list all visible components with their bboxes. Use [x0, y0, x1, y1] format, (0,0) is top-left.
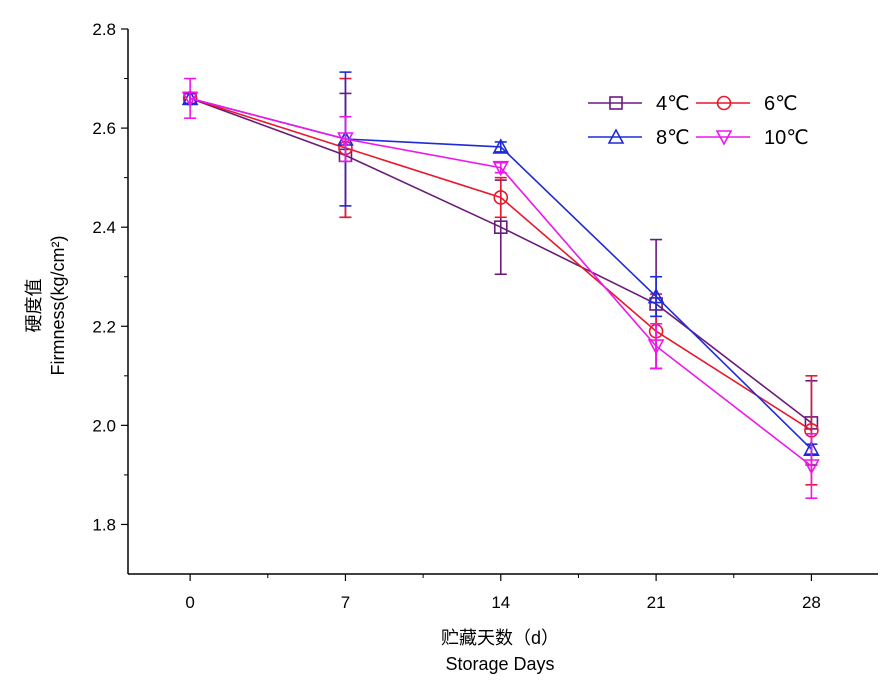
y-tick-label: 2.2: [92, 317, 116, 336]
legend-label: 8℃: [656, 127, 690, 149]
legend-item: 6℃: [696, 93, 798, 115]
data-point: [492, 138, 510, 154]
x-tick-label: 0: [185, 593, 194, 612]
data-point: [492, 160, 510, 177]
y-axis-title: Firmness(kg/cm²): [48, 236, 68, 376]
axes: 1.8 2.0 2.2 2.4 2.6 2.8 0 7 14 21 28 贮藏天数（d） Storage…: [24, 20, 878, 674]
series-layer: [181, 71, 820, 499]
data-point: [493, 190, 509, 205]
legend-marker: [607, 128, 625, 144]
data-point: [803, 459, 820, 475]
y-tick-label: 1.8: [92, 515, 116, 534]
data-point: [181, 91, 199, 108]
legend-item: 4℃: [588, 93, 690, 115]
y-tick-label: 2.8: [92, 20, 116, 39]
y-tick-label: 2.0: [92, 416, 116, 435]
series-4: [181, 77, 820, 499]
legend-label: 4℃: [656, 93, 690, 115]
x-tick-label: 7: [341, 593, 350, 612]
data-point: [493, 220, 508, 234]
legend-marker: [715, 130, 733, 146]
y-tick-label: 2.6: [92, 119, 116, 138]
y-axis-title: 硬度值: [24, 279, 44, 333]
legend-item: 10℃: [696, 127, 809, 149]
data-point: [337, 132, 354, 148]
x-tick-label: 28: [802, 593, 821, 612]
legend-label: 6℃: [764, 93, 798, 115]
legend-marker: [609, 96, 623, 110]
legend-item: 8℃: [588, 127, 690, 149]
data-point: [647, 339, 665, 355]
x-tick-label: 21: [647, 593, 666, 612]
x-axis-title: Storage Days: [445, 654, 554, 674]
legend: 4℃ 6℃ 8℃ 10℃: [588, 93, 809, 149]
x-tick-label: 14: [491, 593, 510, 612]
legend-marker: [716, 95, 732, 111]
data-point: [647, 287, 665, 304]
y-tick-label: 2.4: [92, 218, 116, 237]
legend-label: 10℃: [764, 127, 809, 149]
x-axis-title: 贮藏天数（d）: [441, 628, 559, 648]
